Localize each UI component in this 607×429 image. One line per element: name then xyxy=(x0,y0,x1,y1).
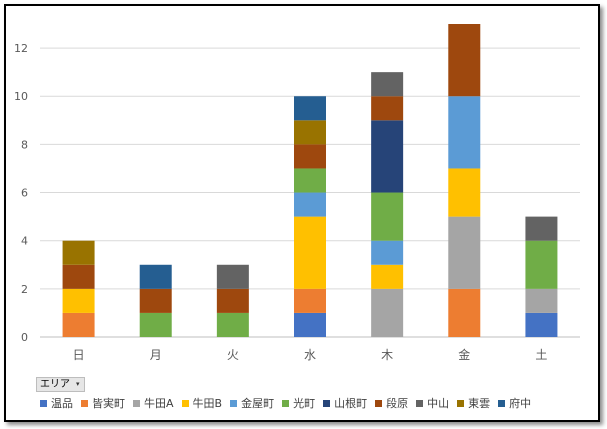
bar-segment xyxy=(448,216,481,289)
legend-swatch xyxy=(181,399,189,407)
bar-segment xyxy=(294,288,326,313)
bar-segment xyxy=(371,192,404,241)
legend-item: 皆実町 xyxy=(81,395,125,411)
y-tick-label: 4 xyxy=(21,235,28,248)
area-filter-button[interactable]: エリア ▾ xyxy=(36,377,85,392)
legend-swatch xyxy=(375,399,383,407)
legend-item: 牛田A xyxy=(133,395,174,411)
legend-label: 東雲 xyxy=(468,397,491,410)
bar-segment xyxy=(371,240,404,265)
bar-segment xyxy=(294,120,326,145)
legend-label: 段原 xyxy=(386,397,409,410)
y-tick-label: 8 xyxy=(21,138,28,151)
y-tick-label: 0 xyxy=(21,331,28,344)
legend-swatch xyxy=(457,399,465,407)
bar-segment xyxy=(525,288,558,313)
bar-segment xyxy=(216,264,249,289)
legend-label: 府中 xyxy=(509,397,532,410)
legend-swatch xyxy=(498,399,506,407)
area-filter-label: エリア xyxy=(40,379,70,390)
bar-segment xyxy=(525,240,558,289)
x-axis-ticks: 日月火水木金土 xyxy=(73,347,548,362)
x-tick-label: 日 xyxy=(73,348,85,362)
bar-segment xyxy=(448,288,481,337)
legend-swatch xyxy=(133,399,140,407)
bar-segment xyxy=(62,288,95,313)
legend-item: 府中 xyxy=(498,395,531,411)
chevron-down-icon: ▾ xyxy=(76,380,80,388)
y-tick-label: 2 xyxy=(21,283,28,296)
legend: 温品 皆実町 牛田A 牛田B 金屋町 光町 山根町 段原 中山 東雲 府中 xyxy=(40,395,539,411)
legend-label: 光町 xyxy=(293,397,316,410)
bar-segment xyxy=(371,96,404,121)
y-tick-label: 10 xyxy=(14,90,28,103)
x-tick-label: 金 xyxy=(458,347,470,362)
y-axis-ticks: 0 2 4 6 8 10 12 xyxy=(14,42,28,344)
bar-segment xyxy=(448,168,481,217)
bar-segment xyxy=(294,192,326,217)
legend-label: 牛田A xyxy=(144,397,174,410)
bar-segment xyxy=(294,216,326,289)
legend-item: 東雲 xyxy=(457,395,490,411)
bar-segment xyxy=(294,144,326,169)
legend-item: 牛田B xyxy=(181,395,223,411)
legend-label: 山根町 xyxy=(334,397,368,410)
bar-segment xyxy=(139,288,172,313)
legend-swatch xyxy=(81,399,88,407)
bar-segment xyxy=(371,72,404,97)
legend-item: 温品 xyxy=(40,395,73,411)
bar-segment xyxy=(294,168,326,193)
bar-segment xyxy=(216,312,249,337)
bar-segment xyxy=(294,96,326,121)
legend-item: 光町 xyxy=(282,395,315,411)
legend-label: 金屋町 xyxy=(241,397,275,410)
legend-label: 牛田B xyxy=(192,397,223,410)
bar-segment xyxy=(371,120,404,193)
bar-segment xyxy=(371,264,404,289)
legend-item: 金屋町 xyxy=(230,395,274,411)
bars xyxy=(62,24,558,337)
legend-swatch xyxy=(416,399,424,407)
legend-item: 段原 xyxy=(375,395,408,411)
legend-label: 温品 xyxy=(51,397,73,410)
x-tick-label: 月 xyxy=(150,348,162,362)
legend-label: 皆実町 xyxy=(92,397,125,410)
x-tick-label: 木 xyxy=(381,348,393,362)
legend-swatch xyxy=(323,399,331,407)
bar-segment xyxy=(62,240,95,265)
bar-segment xyxy=(525,216,558,241)
bar-segment xyxy=(62,264,95,289)
bar-segment xyxy=(139,312,172,337)
bar-segment xyxy=(448,24,481,97)
legend-item: 中山 xyxy=(416,395,449,411)
x-tick-label: 水 xyxy=(304,348,316,362)
legend-swatch xyxy=(282,399,290,407)
y-tick-label: 12 xyxy=(14,42,28,55)
legend-swatch xyxy=(230,399,238,407)
bar-segment xyxy=(139,264,172,289)
x-tick-label: 土 xyxy=(535,348,547,362)
bar-segment xyxy=(525,312,558,337)
y-tick-label: 6 xyxy=(21,187,28,200)
x-tick-label: 火 xyxy=(227,348,239,362)
legend-label: 中山 xyxy=(427,397,450,410)
legend-item: 山根町 xyxy=(323,395,367,411)
bar-segment xyxy=(216,288,249,313)
bar-segment xyxy=(62,312,95,337)
legend-swatch xyxy=(40,399,47,407)
bar-segment xyxy=(371,288,404,337)
bar-segment xyxy=(294,312,326,337)
bar-segment xyxy=(448,96,481,169)
